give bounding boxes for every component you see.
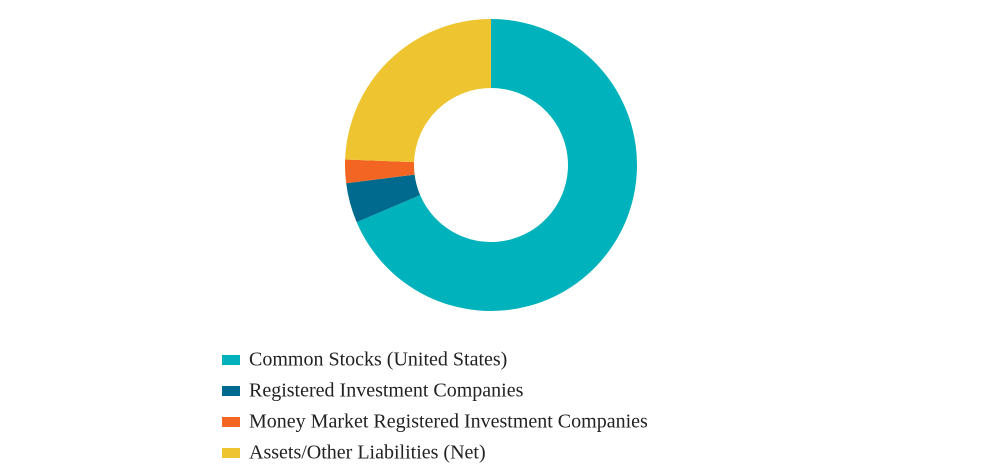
donut-segment <box>346 174 421 223</box>
legend-swatch <box>222 417 240 427</box>
legend-label: Common Stocks (United States) <box>249 349 507 371</box>
legend-swatch <box>222 448 240 458</box>
legend-swatch <box>222 386 240 396</box>
legend-swatch <box>222 355 240 365</box>
donut-segment <box>344 159 415 184</box>
legend-label: Registered Investment Companies <box>249 380 524 402</box>
donut-segment <box>356 19 637 311</box>
legend-label: Assets/Other Liabilities (Net) <box>249 442 486 464</box>
legend-label: Money Market Registered Investment Compa… <box>249 411 648 433</box>
donut-segment <box>345 19 491 163</box>
